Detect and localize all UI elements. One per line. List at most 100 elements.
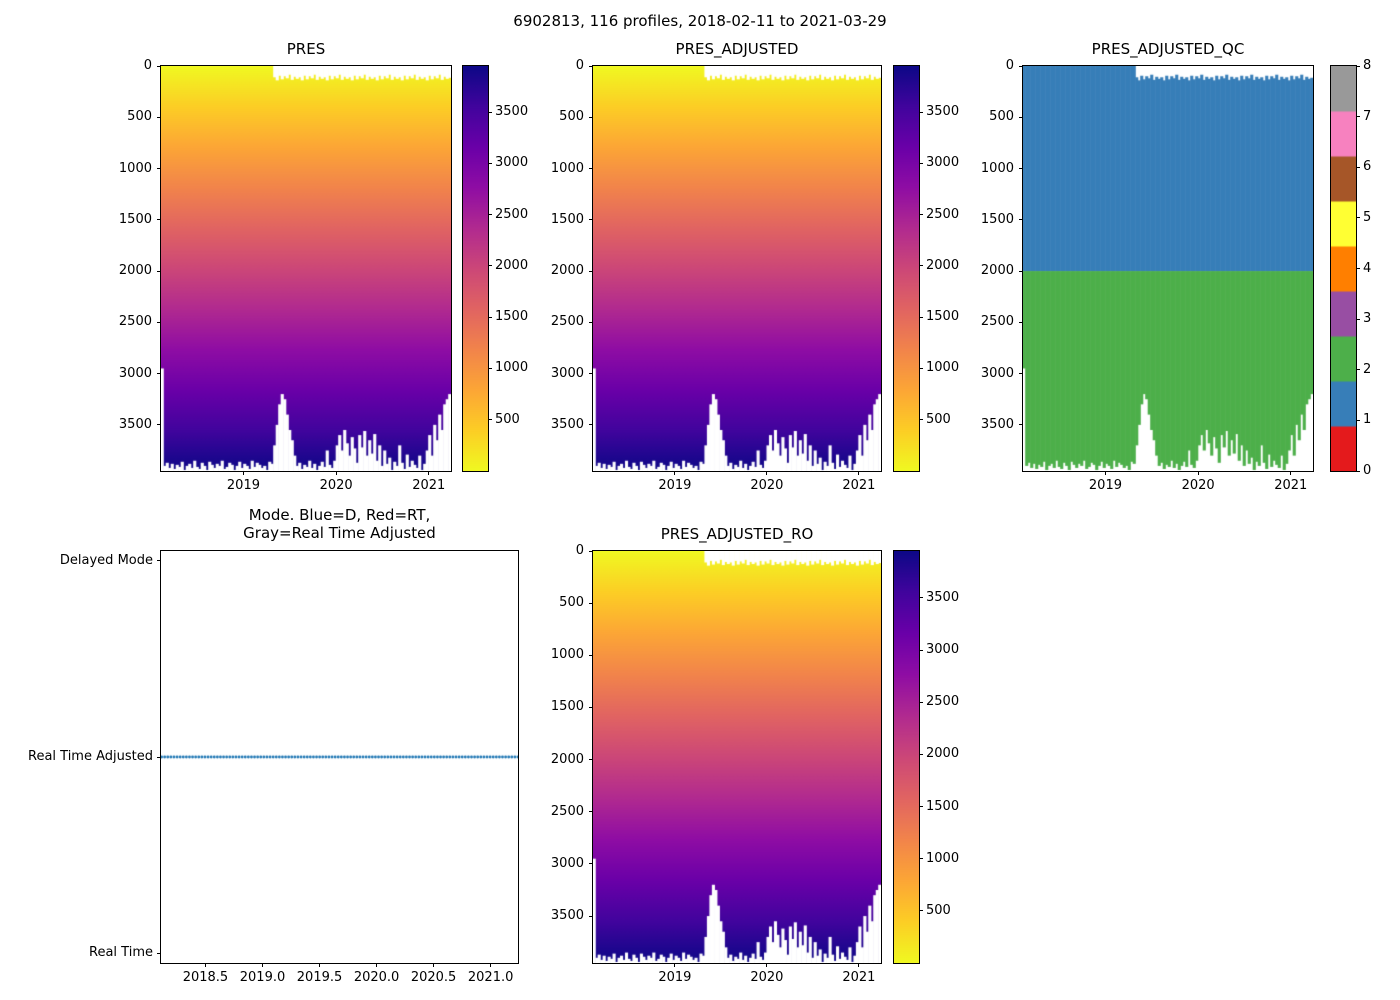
tick-mark [157,952,161,954]
pres-adjusted-ro-colorbar-canvas [894,551,919,963]
tick-label: 3000 [495,155,529,171]
tick-label: 2021 [842,970,876,985]
tick-label: 8 [1363,58,1372,73]
tick-label: 3500 [550,908,584,924]
tick-mark [1356,318,1360,320]
tick-label: 1500 [495,309,529,325]
tick-mark [674,963,676,967]
tick-label: 2019.0 [239,970,286,985]
tick-mark [589,863,593,865]
tick-label: 1500 [118,211,152,227]
tick-mark [488,111,492,113]
tick-label: 2000 [550,751,584,767]
tick-mark [589,65,593,67]
tick-mark [1019,116,1023,118]
tick-label: 2020.5 [410,970,457,985]
tick-label: 3 [1363,311,1372,327]
tick-label: 5 [1363,209,1372,225]
tick-label: 2020 [750,478,784,493]
tick-label: 500 [495,411,520,427]
colorbar-pres-adjusted-ro: 500 1000 1500 2000 2500 3000 3500 [893,550,959,964]
tick-mark [157,168,161,170]
tick-label: 2019 [658,970,692,985]
title-pres-adjusted-qc: PRES_ADJUSTED_QC [1091,40,1245,58]
pres-adjusted-colorbar-canvas [894,66,919,471]
tick-mark [1356,166,1360,168]
tick-mark [488,162,492,164]
tick-mark [589,116,593,118]
tick-label: 3500 [926,589,960,605]
tick-label: 2021.0 [467,970,514,985]
tick-mark [766,471,768,475]
tick-mark [428,471,430,475]
tick-label: 2019 [658,478,692,493]
tick-mark [589,321,593,323]
axes-pres-adjusted-ro: PRES_ADJUSTED_RO 2019 2020 2021 0 500 1000 150… [551,525,882,985]
tick-mark [919,701,923,703]
mode-title-line2: Gray=Real Time Adjusted [243,523,436,542]
tick-mark [919,111,923,113]
colorbar-pres-adjusted-qc: 0 1 2 3 4 5 6 7 8 [1330,58,1371,478]
tick-mark [919,214,923,216]
tick-label: 2000 [118,263,152,279]
tick-mark [1356,470,1360,472]
mode-scatter-canvas [161,551,518,963]
tick-mark [858,471,860,475]
tick-label: 2021 [842,478,876,493]
tick-mark [157,424,161,426]
tick-label: 3000 [550,855,584,871]
tick-label: 1 [1363,412,1372,428]
tick-label: 3500 [118,416,152,432]
axes-pres: PRES 2019 2020 2021 0 500 1000 1500 2000 2500 300… [119,40,452,493]
tick-label: 1000 [550,647,584,663]
tick-label: 0 [1363,463,1372,478]
tick-label: 2000 [495,257,529,273]
tick-label: 3500 [926,104,960,120]
tick-label: 1000 [926,360,960,376]
tick-label: 1000 [118,160,152,176]
tick-mark [157,321,161,323]
tick-label: 2000 [926,746,960,762]
tick-label: 0 [1005,58,1014,73]
colorbar-pres-adjusted: 500 1000 1500 2000 2500 3000 3500 [893,65,959,472]
tick-mark [157,373,161,375]
tick-label: 4 [1363,260,1372,276]
tick-label: 1500 [550,699,584,715]
tick-label: 2500 [926,206,960,222]
tick-mark [674,471,676,475]
tick-mark [1019,219,1023,221]
tick-mark [919,162,923,164]
tick-mark [589,811,593,813]
tick-mark [919,419,923,421]
tick-mark [157,219,161,221]
tick-label: 3000 [926,155,960,171]
tick-label: 3000 [926,642,960,658]
tick-mark [1356,419,1360,421]
tick-label: 3000 [980,365,1014,381]
tick-mark [589,550,593,552]
tick-mark [589,654,593,656]
tick-label: 2000 [926,257,960,273]
tick-label: 2500 [118,314,152,330]
tick-label: 6 [1363,159,1372,175]
tick-label: 1000 [980,160,1014,176]
tick-label: 7 [1363,108,1372,124]
tick-mark [157,560,161,562]
tick-mark [204,963,206,967]
tick-mark [1197,471,1199,475]
tick-mark [262,963,263,967]
tick-mark [589,270,593,272]
tick-mark [1019,373,1023,375]
tick-mark [1019,270,1023,272]
tick-mark [157,65,161,67]
title-mode: Mode. Blue=D, Red=RT, Gray=Real Time Adj… [161,506,518,542]
tick-mark [919,316,923,318]
tick-mark [1356,268,1360,269]
tick-label: 3500 [495,104,529,120]
tick-mark [1356,217,1360,219]
mode-title-line1: Mode. Blue=D, Red=RT, [248,506,431,524]
pres-adjusted-qc-colorbar-canvas [1331,66,1356,471]
tick-label: 2000 [980,263,1014,279]
tick-mark [488,419,492,421]
tick-mark [589,373,593,375]
